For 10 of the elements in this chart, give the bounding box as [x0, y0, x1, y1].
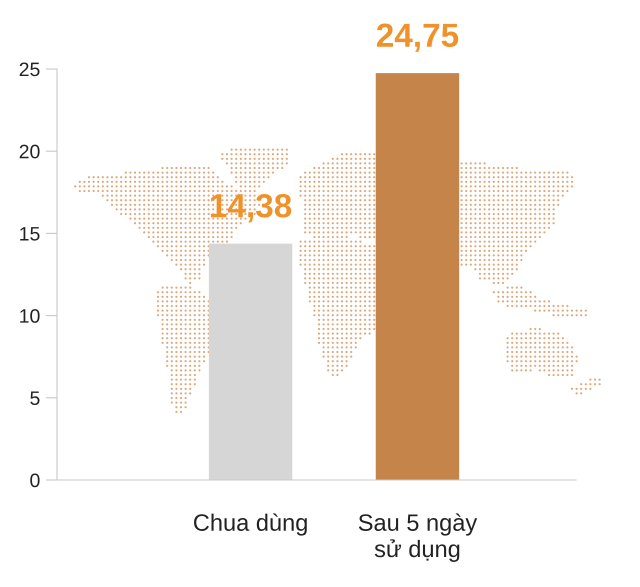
data-label: 14,38: [210, 194, 292, 222]
x-tick-label: Chua dùng: [194, 513, 307, 536]
y-tick-label: 20: [20, 144, 40, 158]
y-tick-label: 25: [20, 62, 40, 76]
data-label: 24,75: [376, 23, 458, 52]
y-tick-label: 0: [30, 473, 40, 488]
y-tick-label: 15: [20, 227, 40, 241]
y-tick-label: 5: [30, 391, 40, 406]
y-tick-label: 10: [20, 309, 40, 323]
x-tick-label: Sau 5 ngày sử dụng: [358, 513, 478, 562]
